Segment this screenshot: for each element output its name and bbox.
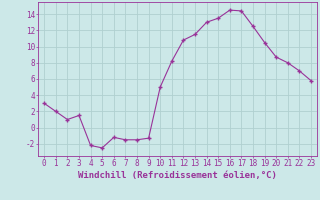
X-axis label: Windchill (Refroidissement éolien,°C): Windchill (Refroidissement éolien,°C) — [78, 171, 277, 180]
